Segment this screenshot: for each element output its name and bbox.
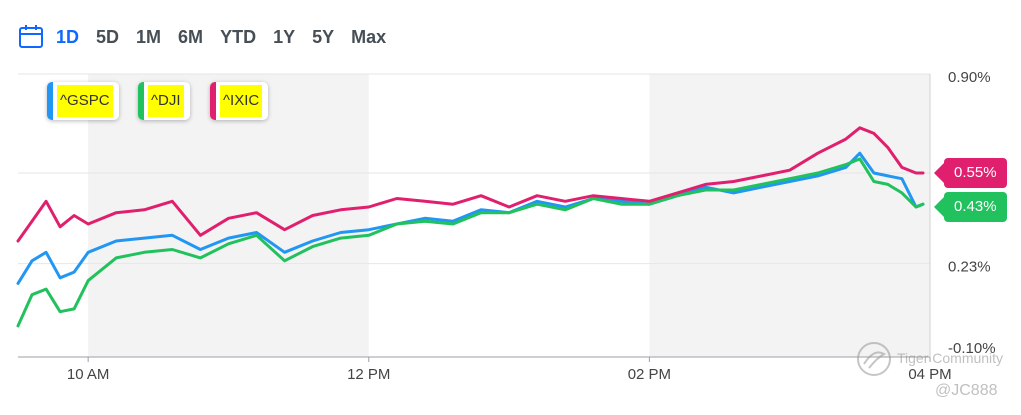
- legend-dji[interactable]: ^DJI: [138, 82, 190, 120]
- watermark-brand: Tiger Community: [897, 350, 1004, 366]
- watermark: Tiger Community @JC888: [855, 338, 1015, 408]
- legend-gspc-label: ^GSPC: [57, 85, 113, 117]
- legend-ixic-label: ^IXIC: [220, 85, 263, 117]
- calendar-icon[interactable]: [18, 24, 44, 50]
- x-tick-label-1: 12 PM: [347, 366, 390, 383]
- range-5d-button[interactable]: 5D: [96, 27, 120, 47]
- range-6m-button[interactable]: 6M: [178, 27, 204, 47]
- legend-ixic[interactable]: ^IXIC: [210, 82, 269, 120]
- x-tick-label-0: 10 AM: [67, 366, 110, 383]
- shaded-band-1: [649, 74, 930, 357]
- range-1d-button[interactable]: 1D: [56, 27, 80, 47]
- y-tick-label-3: -0.10%: [948, 340, 996, 357]
- legend-ixic-swatch: [210, 82, 216, 120]
- y-tick-label-2: 0.23%: [948, 259, 991, 276]
- x-tick-label-3: 04 PM: [908, 366, 951, 383]
- range-1m-button[interactable]: 1M: [136, 27, 162, 47]
- range-toolbar: 1D 5D 1M 6M YTD 1Y 5Y Max: [18, 22, 403, 52]
- series-line-dji: [16, 157, 925, 328]
- ixic-price-tag: 0.55%: [934, 158, 1007, 188]
- y-tick-label-0: 0.90%: [948, 69, 991, 86]
- dji-price-tag: 0.43%: [934, 192, 1007, 222]
- range-ytd-button[interactable]: YTD: [220, 27, 257, 47]
- range-max-button[interactable]: Max: [351, 27, 387, 47]
- tiger-logo-icon: [857, 342, 891, 376]
- legend-gspc-swatch: [47, 82, 53, 120]
- range-1y-button[interactable]: 1Y: [273, 27, 296, 47]
- legend-dji-swatch: [138, 82, 144, 120]
- legend-dji-label: ^DJI: [148, 85, 184, 117]
- watermark-user: @JC888: [935, 382, 998, 399]
- x-tick-label-2: 02 PM: [628, 366, 671, 383]
- series-line-gspc: [16, 151, 925, 285]
- legend-gspc[interactable]: ^GSPC: [47, 82, 119, 120]
- series-line-ixic: [16, 126, 925, 243]
- shaded-band-0: [88, 74, 369, 357]
- range-5y-button[interactable]: 5Y: [312, 27, 335, 47]
